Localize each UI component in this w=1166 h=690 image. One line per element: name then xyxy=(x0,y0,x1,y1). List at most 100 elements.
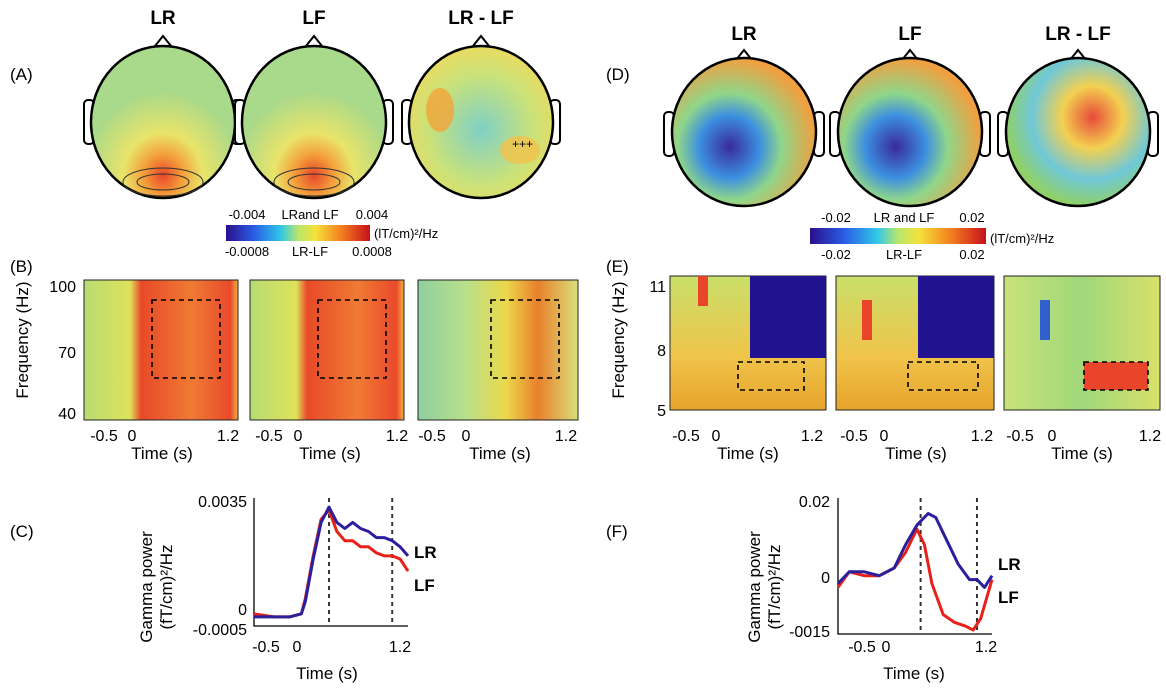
panel-label-e: (E) xyxy=(606,257,629,276)
tfr-b-lf xyxy=(249,279,405,421)
f-xtick: -0.5 xyxy=(848,639,876,656)
e-xtick: 1.2 xyxy=(971,428,993,445)
f-ylabel-line2: (fT/cm)²/Hz xyxy=(765,545,784,630)
chart-1-axes xyxy=(837,498,992,635)
b-xtick: -0.5 xyxy=(90,428,118,445)
f-ytick-1: 0 xyxy=(821,570,830,587)
panel-label-f: (F) xyxy=(606,522,628,541)
colorbar-right: -0.02 LR and LF 0.02 (lT/cm)²/Hz -0.02 L… xyxy=(810,210,1054,262)
cb-left-bottom-min: -0.0008 xyxy=(225,244,269,259)
title-lf-right: LF xyxy=(898,24,921,45)
b-ylabel: Frequency (Hz) xyxy=(13,281,32,398)
tfr-e-diff xyxy=(1003,275,1161,411)
e-xlabel: Time (s) xyxy=(1051,444,1113,463)
e-xtick: 0 xyxy=(712,428,721,445)
panel-label-d: (D) xyxy=(606,65,630,84)
topomap-a-lf xyxy=(234,34,394,200)
c-xtick: 0 xyxy=(293,639,302,656)
chart-c: Gamma power (fT/cm)²/Hz 0.0035 0 -0.0005… xyxy=(137,494,437,683)
b-xtick: 1.2 xyxy=(386,428,408,445)
b-xtick: -0.5 xyxy=(255,428,283,445)
cb-left-top-label: LRand LF xyxy=(281,207,338,222)
title-lr-left: LR xyxy=(150,8,176,29)
chart-0-series-lf xyxy=(253,508,410,619)
cb-left-unit: (lT/cm)²/Hz xyxy=(374,226,438,241)
b-xlabel: Time (s) xyxy=(299,444,361,463)
c-ylabel-line2: (fT/cm)²/Hz xyxy=(157,545,176,630)
cb-left-top-max: 0.004 xyxy=(356,207,389,222)
b-xticks: -0.5 0 1.2 -0.5 0 1.2 -0.5 0 1.2 xyxy=(90,428,577,445)
e-xticks: -0.5 0 1.2 -0.5 0 1.2 -0.5 0 1.2 xyxy=(672,428,1161,445)
c-legend-lf: LF xyxy=(414,576,435,595)
b-xtick: 1.2 xyxy=(555,428,577,445)
cb-right-bar xyxy=(810,228,986,244)
cb-right-bottom-max: 0.02 xyxy=(959,247,984,262)
panel-label-a: (A) xyxy=(10,65,33,84)
c-plot-area xyxy=(253,498,410,627)
topomap-a-diff: +++ xyxy=(401,34,561,200)
e-xtick: -0.5 xyxy=(672,428,700,445)
e-xlabel: Time (s) xyxy=(717,444,779,463)
f-xlabel: Time (s) xyxy=(883,664,945,683)
title-diff-left: LR - LF xyxy=(448,8,513,29)
f-plot-area xyxy=(836,498,994,635)
tfr-e-lf xyxy=(835,275,995,411)
chart-0-series-lr xyxy=(254,505,410,619)
b-xtick: 0 xyxy=(128,428,137,445)
b-xtick: -0.5 xyxy=(418,428,446,445)
e-xtick: 1.2 xyxy=(1139,428,1161,445)
b-ytick-40: 40 xyxy=(58,406,76,423)
cb-right-top-max: 0.02 xyxy=(959,210,984,225)
c-xlabel: Time (s) xyxy=(296,664,358,683)
e-xlabel: Time (s) xyxy=(885,444,947,463)
topomap-d-lf xyxy=(829,48,991,208)
cb-left-bottom-max: 0.0008 xyxy=(352,244,392,259)
chart-1-series-lf xyxy=(836,527,994,632)
e-ytick-8: 8 xyxy=(657,343,666,360)
cb-right-unit: (lT/cm)²/Hz xyxy=(990,231,1054,246)
b-xlabel: Time (s) xyxy=(469,444,531,463)
e-xtick: -0.5 xyxy=(840,428,868,445)
title-lr-right: LR xyxy=(731,24,757,45)
c-xtick: -0.5 xyxy=(252,639,280,656)
panel-label-b: (B) xyxy=(10,257,33,276)
cb-left-bottom-label: LR-LF xyxy=(292,244,328,259)
f-ytick-0: 0.02 xyxy=(799,494,830,511)
c-ytick-1: 0 xyxy=(238,602,247,619)
chart-0-axes xyxy=(253,498,408,627)
topomap-d-diff xyxy=(997,48,1159,208)
title-diff-right: LR - LF xyxy=(1045,24,1110,45)
c-ytick-0: 0.0035 xyxy=(198,494,247,511)
e-ytick-5: 5 xyxy=(657,403,666,420)
tfr-b-lr xyxy=(83,279,239,421)
c-ytick-2: -0.0005 xyxy=(193,622,247,639)
topomap-a-lr xyxy=(83,34,243,200)
b-xtick: 1.2 xyxy=(217,428,239,445)
e-ytick-11: 11 xyxy=(649,279,666,296)
topomap-d-lr xyxy=(663,48,825,208)
e-ylabel: Frequency (Hz) xyxy=(609,281,628,398)
f-xtick: 0 xyxy=(882,639,891,656)
f-ylabel-line1: Gamma power xyxy=(745,531,764,643)
significance-markers: +++ xyxy=(512,137,533,151)
b-xtick: 0 xyxy=(294,428,303,445)
e-xtick: 0 xyxy=(1048,428,1057,445)
e-xtick: 1.2 xyxy=(801,428,823,445)
f-legend-lf: LF xyxy=(998,588,1019,607)
b-xtick: 0 xyxy=(462,428,471,445)
tfr-e-lr xyxy=(669,275,827,411)
c-ylabel-line1: Gamma power xyxy=(137,531,156,643)
e-xtick: -0.5 xyxy=(1006,428,1034,445)
chart-1-series-lr xyxy=(836,512,994,589)
cb-right-bottom-label: LR-LF xyxy=(886,247,922,262)
chart-f: Gamma power (fT/cm)²/Hz 0.02 0 -0015 -0.… xyxy=(745,494,1021,683)
title-lf-left: LF xyxy=(302,8,325,29)
f-ytick-2: -0015 xyxy=(789,624,830,641)
b-ytick-70: 70 xyxy=(58,345,76,362)
cb-right-bottom-min: -0.02 xyxy=(821,247,851,262)
tfr-b-diff xyxy=(417,279,579,421)
cb-right-top-min: -0.02 xyxy=(821,210,851,225)
f-xtick: 1.2 xyxy=(975,639,997,656)
c-xtick: 1.2 xyxy=(389,639,411,656)
